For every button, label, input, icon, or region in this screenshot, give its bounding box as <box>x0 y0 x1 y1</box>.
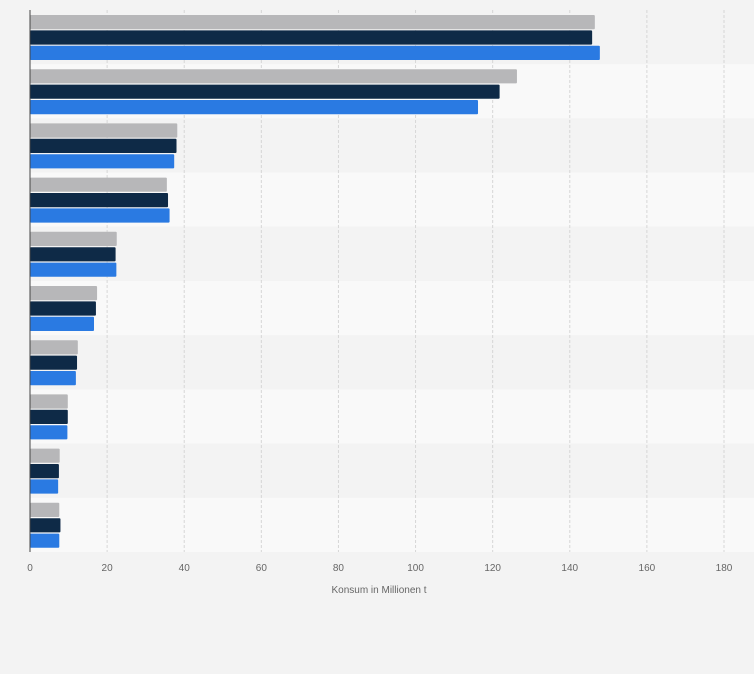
x-tick-label: 100 <box>407 563 424 574</box>
row-band <box>30 389 754 444</box>
bar[interactable] <box>30 301 96 316</box>
row-band <box>30 497 754 552</box>
x-tick-label: 160 <box>639 563 656 574</box>
bar[interactable] <box>30 425 68 440</box>
x-tick-labels: 0 20 40 60 80 100 120 140 160 180 <box>27 563 733 574</box>
bar[interactable] <box>30 355 78 370</box>
bar[interactable] <box>30 177 167 192</box>
bar[interactable] <box>30 518 61 533</box>
x-axis-label: Konsum in Millionen t <box>331 585 426 596</box>
bar[interactable] <box>30 464 59 479</box>
bar[interactable] <box>30 316 95 331</box>
bar[interactable] <box>30 30 593 45</box>
bar[interactable] <box>30 340 78 355</box>
bar[interactable] <box>30 100 479 115</box>
x-tick-label: 120 <box>484 563 501 574</box>
bar[interactable] <box>30 123 178 138</box>
x-tick-label: 60 <box>256 563 268 574</box>
row-band <box>30 335 754 390</box>
bar[interactable] <box>30 262 117 277</box>
bar[interactable] <box>30 247 116 262</box>
bar[interactable] <box>30 533 60 548</box>
bar[interactable] <box>30 154 175 169</box>
x-tick-label: 0 <box>27 563 33 574</box>
bar[interactable] <box>30 479 59 494</box>
row-band <box>30 226 754 281</box>
bar[interactable] <box>30 394 68 409</box>
bar[interactable] <box>30 84 500 99</box>
x-tick-label: 140 <box>561 563 578 574</box>
bar[interactable] <box>30 448 60 463</box>
x-tick-label: 40 <box>179 563 191 574</box>
bar[interactable] <box>30 409 68 424</box>
bar[interactable] <box>30 45 600 60</box>
row-bands <box>30 10 754 552</box>
bars <box>30 15 600 548</box>
row-band <box>30 443 754 498</box>
bar[interactable] <box>30 231 117 246</box>
bar[interactable] <box>30 286 98 301</box>
bar[interactable] <box>30 69 517 84</box>
bar[interactable] <box>30 208 170 223</box>
bar[interactable] <box>30 15 595 30</box>
bar[interactable] <box>30 502 60 517</box>
row-band <box>30 281 754 336</box>
bar[interactable] <box>30 371 76 386</box>
bar[interactable] <box>30 193 169 208</box>
x-tick-label: 180 <box>716 563 733 574</box>
bar[interactable] <box>30 138 177 153</box>
x-tick-label: 20 <box>102 563 114 574</box>
x-tick-label: 80 <box>333 563 345 574</box>
